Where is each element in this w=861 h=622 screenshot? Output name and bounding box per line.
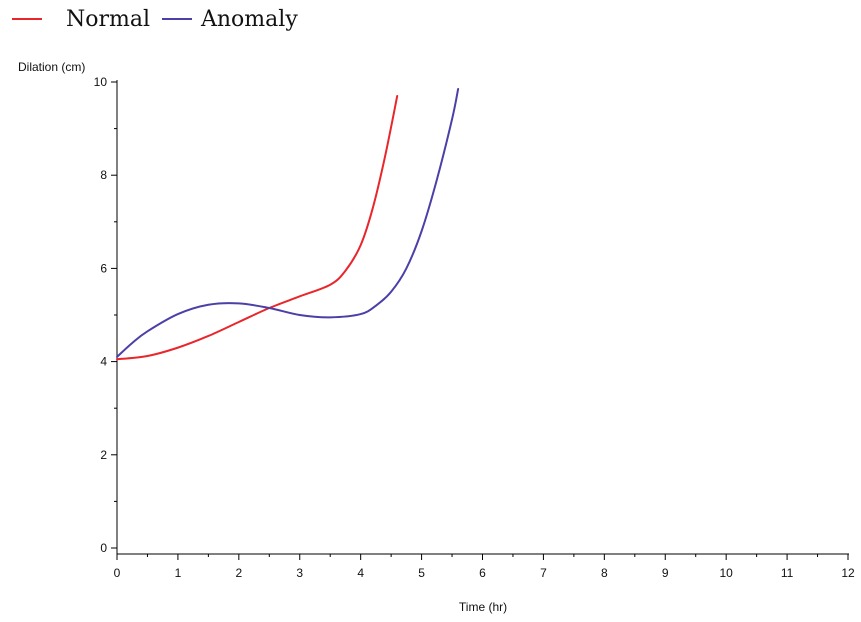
legend: Normal Anomaly — [12, 7, 298, 32]
x-tick-label: 8 — [601, 566, 608, 580]
x-tick-label: 3 — [296, 566, 303, 580]
y-tick-label: 10 — [94, 75, 108, 89]
x-axis-ticks: 0 1 2 3 4 5 6 7 8 9 10 11 12 — [114, 554, 855, 580]
x-tick-label: 4 — [357, 566, 364, 580]
y-axis-title: Dilation (cm) — [18, 60, 85, 74]
x-tick-label: 11 — [781, 566, 794, 580]
legend-label-anomaly: Anomaly — [200, 7, 298, 32]
y-tick-label: 8 — [100, 168, 107, 182]
x-tick-label: 0 — [114, 566, 121, 580]
y-tick-label: 4 — [100, 355, 107, 369]
x-tick-label: 10 — [719, 566, 733, 580]
axes — [116, 80, 849, 555]
y-tick-label: 6 — [100, 261, 107, 275]
series-line-normal — [116, 94, 399, 361]
x-tick-label: 7 — [540, 566, 547, 580]
x-tick-label: 12 — [841, 566, 855, 580]
series-line-anomaly — [116, 87, 460, 358]
x-tick-label: 9 — [662, 566, 669, 580]
x-tick-label: 6 — [479, 566, 486, 580]
x-tick-label: 2 — [235, 566, 242, 580]
x-axis-title: Time (hr) — [459, 600, 507, 614]
legend-label-normal: Normal — [66, 7, 150, 32]
y-tick-label: 2 — [100, 448, 107, 462]
y-tick-label: 0 — [100, 541, 107, 555]
y-axis-ticks: 0 2 4 6 8 10 — [94, 75, 117, 555]
x-tick-label: 1 — [175, 566, 182, 580]
x-tick-label: 5 — [418, 566, 425, 580]
series-layer — [116, 87, 460, 361]
